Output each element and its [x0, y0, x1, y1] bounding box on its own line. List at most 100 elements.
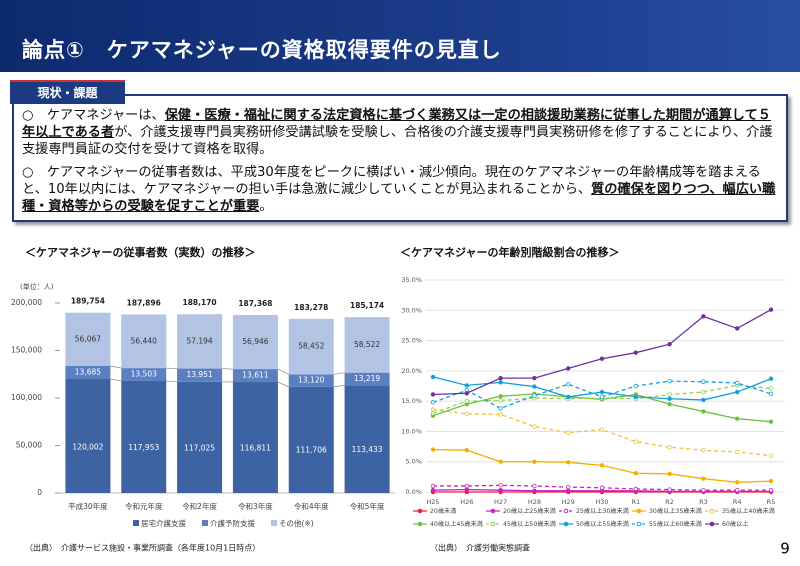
- marker: [701, 448, 706, 453]
- marker: [599, 427, 605, 432]
- bar-segment: [121, 380, 167, 493]
- total-label: 183,278: [294, 303, 328, 312]
- marker: [701, 379, 706, 384]
- legend-marker: [636, 508, 642, 514]
- data-label: 13,503: [131, 370, 157, 379]
- marker: [566, 430, 571, 435]
- marker: [667, 487, 672, 492]
- marker: [430, 400, 436, 405]
- marker: [667, 471, 672, 477]
- marker: [430, 374, 436, 380]
- legend-marker: [490, 521, 496, 527]
- y-tick-label: 30.0%: [401, 306, 422, 314]
- connector: [333, 384, 345, 388]
- marker: [498, 398, 503, 403]
- bullet-marker: ○: [22, 108, 34, 123]
- y-tick-label: 25.0%: [401, 337, 422, 345]
- legend-label: 60歳以上: [722, 520, 748, 528]
- bar-segment: [232, 315, 278, 370]
- marker: [633, 394, 638, 400]
- content-box: [12, 94, 788, 222]
- marker: [667, 342, 672, 347]
- marker: [768, 487, 774, 493]
- marker: [498, 459, 503, 464]
- marker: [667, 444, 672, 450]
- source-note: （出典） 介護労働実態調査: [430, 543, 530, 553]
- data-label: 13,951: [186, 370, 212, 379]
- legend-marker: [417, 508, 423, 514]
- marker: [599, 394, 605, 400]
- marker: [464, 398, 469, 404]
- x-tick-label: H26: [460, 498, 473, 506]
- legend-label: 35歳以上40歳未満: [722, 507, 775, 515]
- bullet: ○ ケアマネジャーの従事者数は、平成30年度をピークに横ばい・減少傾向。現在のケ…: [22, 164, 782, 215]
- y-tick-label: 150,000: [11, 346, 42, 355]
- marker: [735, 389, 740, 395]
- marker: [464, 448, 469, 453]
- marker: [599, 356, 605, 361]
- marker: [599, 485, 605, 490]
- y-tick-label: 10.0%: [401, 427, 422, 435]
- bullet: ○ ケアマネジャーは、保健・医療・福祉に関する法定資格に基づく業務又は一定の相談…: [22, 107, 782, 158]
- connector: [222, 368, 233, 370]
- y-tick-label: 20.0%: [401, 367, 422, 375]
- marker: [566, 381, 571, 387]
- total-label: 185,174: [350, 301, 384, 310]
- marker: [498, 412, 503, 417]
- bar-segment: [344, 385, 390, 493]
- marker: [464, 391, 469, 396]
- marker: [735, 449, 740, 455]
- legend-label: 20歳以上25歳未満: [503, 507, 556, 515]
- legend-label: 介護予防支援: [210, 518, 255, 528]
- legend-swatch: [133, 520, 139, 526]
- marker: [532, 483, 537, 489]
- marker: [498, 394, 503, 399]
- bar-segment: [121, 314, 167, 369]
- marker: [768, 453, 774, 458]
- source-note: （出典） 介護サービス施設・事業所調査（各年度10月1日時点）: [25, 543, 260, 553]
- data-label: 120,002: [72, 442, 103, 451]
- data-label: 57,194: [186, 336, 212, 345]
- data-label: 56,440: [131, 336, 157, 345]
- line: [432, 408, 772, 457]
- x-tick-label: H29: [562, 498, 575, 506]
- legend-marker: [636, 521, 642, 527]
- marker: [701, 487, 706, 493]
- marker: [498, 483, 503, 488]
- legend-marker: [490, 508, 496, 514]
- chart-title: ＜ケアマネジャーの年齢別階級割合の推移＞: [400, 245, 619, 259]
- y-tick-label: 5.0%: [405, 458, 422, 466]
- data-label: 58,522: [354, 340, 380, 349]
- marker: [464, 383, 469, 388]
- section-label: 現状・課題: [10, 80, 125, 104]
- marker: [498, 487, 503, 493]
- marker: [735, 326, 740, 331]
- x-tick-label: R2: [665, 498, 674, 506]
- legend-label: 25歳以上30歳未満: [576, 507, 629, 515]
- bullet-text: が、介護支援専門員実務研修受講試験を受験し、合格後の介護支援専門員実務研修を修了…: [22, 125, 773, 157]
- unit-label: (単位：人): [20, 282, 54, 291]
- marker: [735, 416, 740, 421]
- marker: [599, 463, 605, 468]
- marker: [768, 376, 774, 381]
- marker: [566, 394, 571, 400]
- marker: [667, 392, 672, 397]
- legend-label: 50歳以上55歳未満: [576, 520, 629, 528]
- data-label: 13,685: [75, 367, 101, 376]
- marker: [667, 401, 672, 407]
- bar-segment: [65, 365, 111, 379]
- x-tick-label: H28: [528, 498, 541, 506]
- data-label: 113,433: [352, 445, 383, 454]
- bar-segment: [65, 378, 111, 493]
- marker: [430, 447, 436, 452]
- y-tick-label: 15.0%: [401, 397, 422, 405]
- bar-segment: [288, 374, 334, 387]
- marker: [498, 375, 503, 381]
- bar-segment: [177, 368, 223, 382]
- x-tick-label: 令和2年度: [182, 501, 217, 511]
- y-tick-label: 50,000: [16, 441, 42, 450]
- emphasis-text: 質の確保を図りつつ、幅広い職種・資格等からの受験を促すことが重要: [22, 182, 776, 214]
- connector: [110, 378, 122, 382]
- bar-segment: [288, 386, 334, 493]
